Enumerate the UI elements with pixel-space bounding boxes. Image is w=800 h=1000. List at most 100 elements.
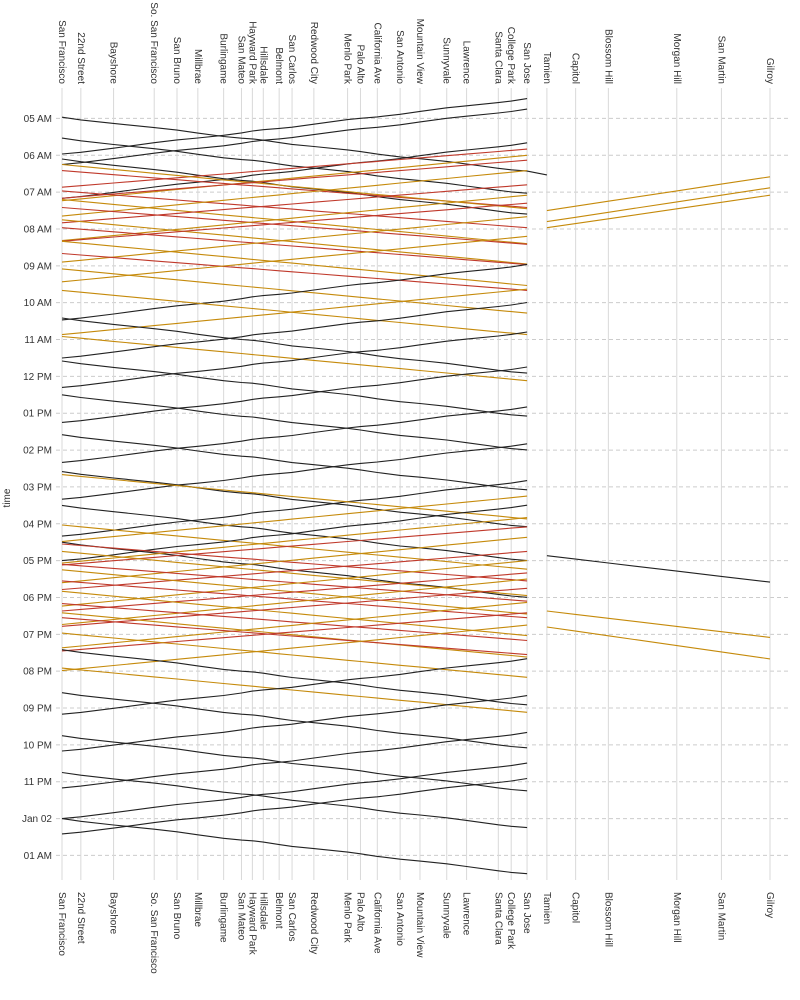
station-label-top: San Antonio — [394, 30, 405, 84]
station-label-top: Sunnyvale — [441, 37, 452, 84]
y-tick-label: 09 PM — [23, 704, 52, 715]
y-tick-label: 08 PM — [23, 667, 52, 678]
station-label-top: Morgan Hill — [671, 33, 682, 84]
station-label-bottom: Lawrence — [461, 892, 472, 936]
station-label-top: Belmont — [273, 47, 284, 84]
station-label-top: Capitol — [570, 53, 581, 84]
station-label-bottom: Hayward Park — [246, 892, 257, 956]
station-label-top: Blossom Hill — [602, 29, 613, 84]
station-label-bottom: Millbrae — [192, 892, 203, 927]
train-line — [61, 235, 528, 283]
y-tick-label: 03 PM — [23, 482, 52, 493]
y-tick-label: 11 PM — [24, 777, 52, 788]
station-label-bottom: Gilroy — [764, 892, 775, 918]
station-label-top: California Ave — [371, 22, 382, 84]
station-label-top: Redwood City — [308, 22, 319, 84]
train-line — [61, 154, 528, 202]
train-line — [61, 406, 528, 463]
y-tick-label: 05 PM — [23, 556, 52, 567]
y-tick-label: 02 PM — [23, 446, 52, 457]
station-label-bottom: Capitol — [570, 892, 581, 923]
train-line — [61, 524, 528, 570]
station-label-bottom: Burlingame — [218, 892, 229, 943]
station-label-top: Millbrae — [192, 49, 203, 84]
station-label-bottom: San Bruno — [171, 892, 182, 940]
y-tick-label: Jan 02 — [22, 814, 52, 825]
train-line — [61, 658, 528, 715]
train-line — [61, 98, 528, 155]
train-line — [61, 495, 528, 543]
station-label-top: Burlingame — [218, 33, 229, 84]
station-label-bottom: San Martin — [715, 892, 726, 940]
station-label-bottom: Bayshore — [108, 892, 119, 935]
station-label-bottom: Redwood City — [308, 892, 319, 954]
x-axis-bottom: San Francisco 22nd Street Bayshore So. San … — [56, 892, 775, 974]
station-label-top: Hayward Park — [246, 21, 257, 85]
train-line — [61, 202, 528, 242]
station-label-top: Tamien — [541, 52, 552, 84]
station-label-top: College Park — [505, 27, 516, 85]
train-line — [61, 240, 528, 287]
train-line — [61, 536, 528, 584]
y-axis: 05 AM 06 AM 07 AM 08 AM 09 AM 10 AM 11 AM 12 PM… — [22, 114, 52, 862]
station-label-top: San Bruno — [171, 37, 182, 85]
y-tick-label: 07 PM — [23, 630, 52, 641]
x-axis-top: San Francisco 22nd Street Bayshore So. San … — [56, 2, 775, 85]
train-line — [61, 590, 528, 637]
train-line — [61, 550, 528, 597]
train-line — [61, 108, 528, 166]
train-line — [61, 560, 528, 607]
train-line — [61, 667, 528, 713]
y-axis-label: time — [2, 488, 13, 507]
train-line — [61, 617, 528, 656]
train-line — [61, 612, 528, 652]
train-line — [61, 624, 528, 672]
train-line — [61, 190, 528, 229]
train-line — [61, 480, 528, 537]
train-line — [61, 360, 528, 417]
train-line — [61, 517, 528, 564]
train-line — [61, 504, 528, 562]
train-line — [61, 331, 528, 388]
station-label-bottom: Blossom Hill — [602, 892, 613, 947]
train-line — [61, 301, 528, 359]
train-line — [61, 504, 528, 562]
station-label-top: San Carlos — [286, 35, 297, 84]
train-line — [61, 198, 528, 245]
train-line — [61, 777, 528, 835]
train-line — [61, 649, 528, 706]
train-line — [61, 471, 528, 528]
station-label-bottom: Tamien — [541, 892, 552, 924]
y-tick-label: 10 AM — [24, 298, 52, 309]
train-line — [61, 735, 528, 792]
train-line — [61, 563, 528, 602]
train-line — [61, 818, 528, 875]
train-line — [61, 142, 528, 199]
train-line-gilroy — [546, 626, 771, 660]
train-line — [61, 731, 528, 789]
train-line — [61, 543, 528, 582]
train-line — [61, 194, 528, 242]
station-label-top: 22nd Street — [75, 32, 86, 84]
train-line — [61, 227, 528, 266]
station-label-bottom: Palo Alto — [354, 892, 365, 932]
train-line — [61, 268, 528, 314]
train-line — [61, 317, 528, 374]
train-line — [61, 692, 528, 749]
station-label-bottom: Menlo Park — [342, 892, 353, 944]
station-label-bottom: Mountain View — [414, 892, 425, 958]
train-line — [61, 216, 528, 263]
train-line — [61, 603, 528, 642]
station-label-bottom: Belmont — [273, 892, 284, 929]
station-label-top: Gilroy — [764, 58, 775, 84]
train-line — [61, 163, 528, 210]
train-line — [61, 580, 528, 619]
y-tick-label: 10 PM — [23, 740, 52, 751]
train-line — [61, 526, 528, 566]
y-tick-label: 11 AM — [24, 335, 52, 346]
station-label-bottom: Morgan Hill — [671, 892, 682, 943]
train-line — [61, 762, 528, 820]
station-label-bottom: Hillsdale — [257, 892, 268, 930]
train-line — [61, 695, 528, 752]
train-lines — [61, 98, 771, 875]
